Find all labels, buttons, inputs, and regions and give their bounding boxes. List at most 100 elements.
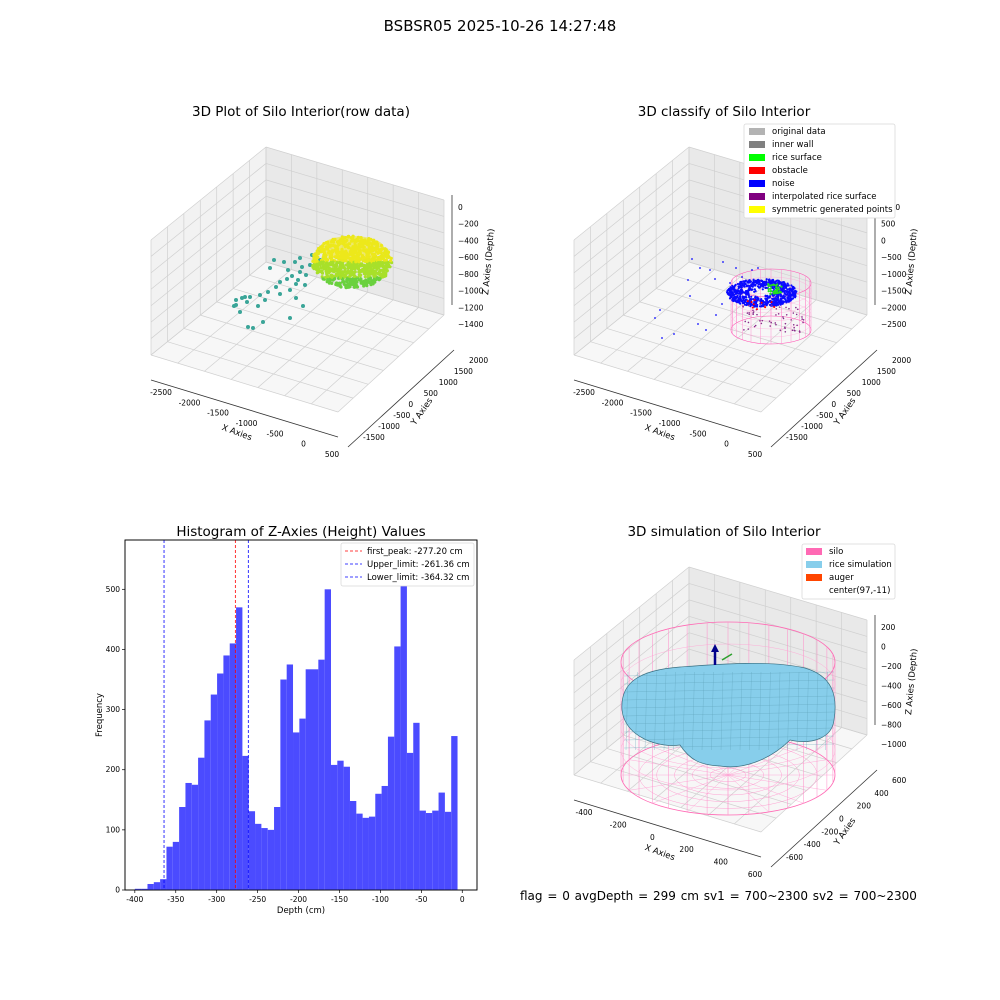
- p2-noise-point: [734, 297, 738, 300]
- p2-rice-point: [772, 290, 775, 293]
- p2-z-axis-label: Z Axies (Depth): [904, 228, 920, 295]
- p1-surface-point: [378, 277, 382, 281]
- histogram-bar: [261, 828, 268, 890]
- p4-z-axis-label: Z Axies (Depth): [904, 648, 920, 715]
- p2-stray-noise: [697, 323, 699, 325]
- p1-surface-point: [313, 252, 318, 256]
- p1-surface-point: [320, 271, 325, 275]
- p1-raw-point: [278, 280, 282, 284]
- p2-z-tick-label: 500: [881, 220, 896, 229]
- p2-noise-point: [761, 280, 764, 283]
- p2-noise-point: [737, 287, 740, 290]
- p2-interp-point: [784, 330, 787, 333]
- p1-surface-point: [346, 270, 350, 274]
- p2-obstacle-point: [770, 301, 773, 304]
- p2-stray-noise: [659, 309, 661, 311]
- p1-surface-point: [321, 277, 325, 281]
- p4-x-tick-label: 0: [650, 833, 655, 842]
- p1-raw-point: [258, 293, 262, 297]
- p2-rice-point: [767, 282, 770, 286]
- histogram-plot: -400 -350 -300 -250 -200 -150 -100 -50 0 0 100 200 3…: [95, 539, 478, 916]
- p1-surface-point: [353, 270, 357, 274]
- p2-interp-point: [759, 320, 761, 322]
- p2-interp-point: [768, 320, 771, 322]
- p4-grid-line: [573, 599, 690, 694]
- histogram-bar: [236, 607, 243, 890]
- p2-grid-line: [623, 314, 807, 371]
- p2-x-tick-label: 0: [724, 440, 729, 449]
- p1-grid-line: [257, 292, 368, 388]
- p1-surface-point: [378, 255, 382, 259]
- p1-y-tick-label: 500: [424, 389, 439, 398]
- histogram-bar: [324, 589, 331, 890]
- histogram-y-tick-label: 200: [106, 765, 121, 774]
- p2-y-tick-label: 500: [847, 389, 862, 398]
- p2-noise-point: [786, 288, 789, 291]
- p4-y-tick-label: 0: [839, 815, 844, 824]
- p2-stray-noise: [687, 279, 689, 281]
- p2-rice-point: [767, 290, 770, 293]
- p2-legend-swatch: [749, 167, 765, 174]
- p4-mesh-line: [806, 671, 809, 751]
- p2-noise-point: [764, 286, 767, 289]
- p2-noise-point: [771, 294, 775, 297]
- histogram-bar: [172, 841, 180, 890]
- p2-noise-point: [728, 287, 731, 290]
- p1-grid-line: [265, 163, 445, 217]
- plot1-3d-scatter: -2500 -2000 -1500 -1000 -500 0 500 -1500 -1000 -5…: [150, 146, 497, 459]
- p1-raw-point: [261, 320, 265, 324]
- p4-z-tick-label: 0: [881, 643, 886, 652]
- p2-stray-noise: [654, 317, 656, 319]
- p1-surface-point: [386, 254, 390, 258]
- p1-surface-point: [323, 266, 327, 270]
- p2-noise-point: [791, 294, 794, 297]
- p2-interp-point: [743, 329, 745, 331]
- p1-left-pane: [151, 147, 266, 355]
- histogram-bar: [147, 883, 154, 890]
- p1-y-tick-label: 1000: [439, 378, 458, 387]
- p2-noise-point: [757, 297, 760, 300]
- histogram-bar: [229, 643, 237, 890]
- p2-noise-point: [768, 281, 771, 284]
- histogram-bar: [400, 556, 407, 890]
- histogram-frame: [124, 539, 478, 891]
- p1-surface-point: [376, 266, 380, 270]
- plot4-3d-simulation: -400-2000200400600-600-400-2000200400600…: [573, 543, 920, 879]
- p2-grid-line: [573, 354, 762, 413]
- p2-stray-noise: [751, 269, 753, 271]
- histogram-y-tick-label: 100: [106, 825, 121, 834]
- histogram-bar: [223, 655, 230, 890]
- p2-interp-point: [760, 322, 763, 325]
- p2-noise-point: [765, 283, 768, 286]
- p1-surface-point: [338, 264, 342, 269]
- p4-auger-head: [711, 644, 719, 652]
- histogram-bar: [242, 755, 249, 890]
- p1-surface-point: [363, 275, 367, 279]
- p2-noise-point: [736, 289, 739, 292]
- p2-noise-point: [783, 281, 786, 284]
- p2-noise-point: [748, 295, 751, 299]
- p2-grid-line: [600, 269, 715, 364]
- p2-obstacle-point: [764, 306, 767, 309]
- histogram-bar: [387, 736, 395, 890]
- p1-surface-point: [341, 278, 345, 282]
- p2-interp-point: [792, 323, 795, 326]
- p2-noise-point: [743, 282, 746, 285]
- histogram-bar: [432, 810, 439, 890]
- p2-noise-point: [736, 282, 740, 286]
- p2-noise-point: [737, 297, 740, 300]
- p1-surface-cloud: [311, 234, 394, 290]
- p1-surface-point: [341, 263, 345, 268]
- p2-interp-point: [798, 330, 801, 332]
- histogram-bar: [286, 664, 294, 890]
- p1-surface-point: [340, 270, 344, 274]
- p1-surface-point: [385, 269, 389, 273]
- p1-surface-point: [366, 259, 370, 263]
- p4-grid-line: [688, 632, 868, 687]
- p1-surface-point: [315, 249, 319, 253]
- p1-raw-point: [294, 282, 298, 286]
- p2-grid-line: [573, 245, 690, 339]
- p1-surface-point: [323, 263, 327, 267]
- p2-interp-point: [782, 317, 785, 320]
- p4-grid-line: [734, 727, 842, 825]
